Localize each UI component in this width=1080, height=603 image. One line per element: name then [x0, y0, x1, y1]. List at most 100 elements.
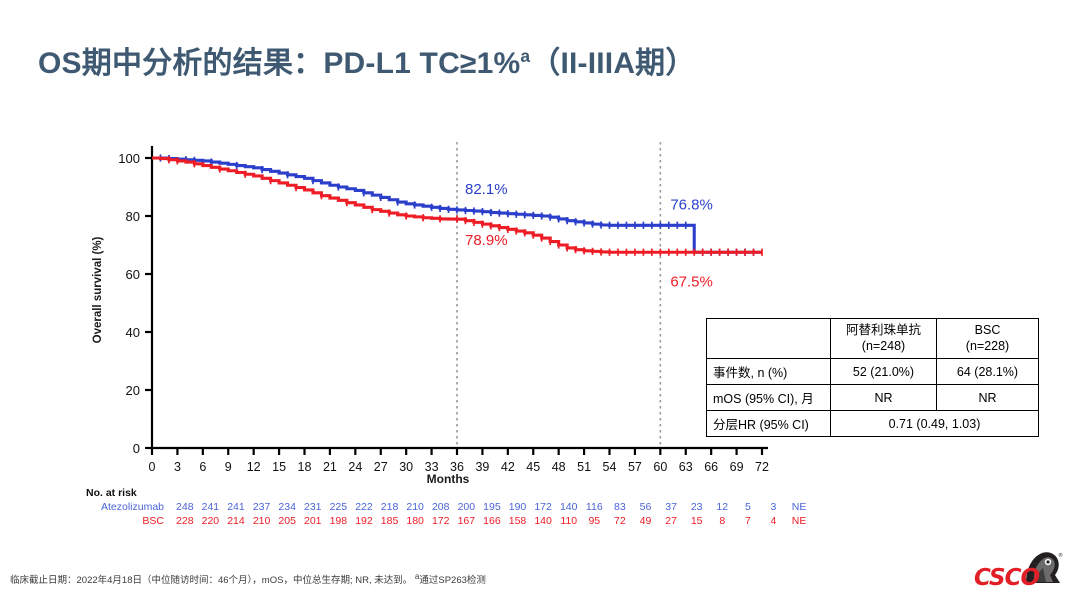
no-at-risk-value: NE	[791, 515, 807, 527]
csco-logo: ® CSCO	[974, 549, 1066, 595]
no-at-risk-value: 180	[406, 515, 424, 527]
summary-row-hr-label: 分层HR (95% CI)	[706, 410, 831, 438]
footnote-text-before: 临床截止日期：2022年4月18日（中位随访时间：46个月），mOS，中位总生存…	[10, 575, 413, 587]
no-at-risk-value: 166	[483, 515, 501, 527]
summary-row-events-label: 事件数, n (%)	[706, 358, 831, 386]
x-tick-label: 12	[247, 460, 261, 474]
csco-logo-mark: ®	[1026, 552, 1063, 583]
summary-table: 阿替利珠单抗 (n=248) BSC (n=228) 事件数, n (%) 52…	[706, 317, 1039, 438]
no-at-risk-value: 7	[744, 515, 751, 527]
y-tick-label: 20	[126, 383, 140, 398]
no-at-risk-value: 140	[559, 501, 578, 513]
footnote-text-after: 通过SP263检测	[419, 575, 486, 587]
no-at-risk-value: 12	[716, 501, 729, 513]
x-tick-label: 0	[149, 460, 156, 474]
no-at-risk-value: 210	[406, 501, 424, 513]
csco-logo-text: CSCO	[974, 565, 1040, 591]
page-title-superscript: a	[520, 46, 531, 66]
x-tick-label: 3	[174, 460, 181, 474]
no-at-risk-value: 4	[770, 515, 777, 527]
no-at-risk-value: 23	[690, 501, 703, 513]
x-tick-label: 66	[704, 460, 718, 474]
no-at-risk-value: 15	[690, 515, 703, 527]
no-at-risk-value: 158	[508, 515, 527, 527]
annotation-76-8pct: 76.8%	[670, 196, 713, 213]
summary-header-atezolizumab-name: 阿替利珠单抗	[845, 323, 921, 337]
y-tick-label: 40	[126, 325, 140, 340]
no-at-risk-value: 241	[227, 501, 245, 513]
no-at-risk-value: 220	[201, 515, 220, 527]
no-at-risk-value: 241	[201, 501, 220, 513]
x-tick-label: 60	[653, 460, 667, 474]
x-tick-label: 6	[199, 460, 206, 474]
no-at-risk-value: 5	[744, 501, 751, 513]
no-at-risk-value: 56	[639, 501, 652, 513]
no-at-risk-value: 140	[534, 515, 552, 527]
y-axis-label: Overall survival (%)	[92, 236, 104, 344]
x-axis-label: Months	[426, 472, 470, 486]
no-at-risk-value: 222	[355, 501, 373, 513]
no-at-risk-value: 110	[560, 515, 578, 527]
page-title-tail: （II-IIIA期）	[530, 47, 696, 80]
no-at-risk-value: 192	[355, 515, 373, 527]
no-at-risk-value: 225	[329, 501, 348, 513]
table-row: 事件数, n (%) 52 (21.0%) 64 (28.1%)	[706, 358, 1039, 386]
no-at-risk-value: 210	[252, 515, 271, 527]
summary-header-atezolizumab: 阿替利珠单抗 (n=248)	[830, 317, 937, 360]
no-at-risk-block: No. at risk Atezolizumab 248 241 241 237 234 2…	[86, 487, 812, 527]
annotation-78-9pct: 78.9%	[465, 232, 508, 249]
no-at-risk-value: 237	[252, 501, 271, 513]
y-tick-label: 100	[118, 151, 140, 166]
footnote-superscript: a	[414, 572, 420, 581]
no-at-risk-value: 200	[457, 501, 476, 513]
no-at-risk-value: 83	[614, 501, 626, 513]
summary-table-body: 事件数, n (%) 52 (21.0%) 64 (28.1%) mOS (95…	[706, 358, 1039, 438]
summary-row-mos-atezolizumab: NR	[830, 384, 937, 412]
no-at-risk-title: No. at risk	[86, 487, 137, 499]
footnote: 临床截止日期：2022年4月18日（中位随访时间：46个月），mOS，中位总生存…	[10, 572, 486, 586]
no-at-risk-row-label: BSC	[142, 515, 164, 527]
x-tick-label: 69	[730, 460, 744, 474]
x-tick-label: 51	[577, 460, 591, 474]
no-at-risk-value: 72	[614, 515, 626, 527]
summary-table-head: 阿替利珠单抗 (n=248) BSC (n=228)	[706, 317, 1039, 360]
x-tick-label: 63	[679, 460, 693, 474]
no-at-risk-value: 231	[304, 501, 322, 513]
x-tick-label: 57	[628, 460, 642, 474]
no-at-risk-value: 214	[227, 515, 245, 527]
table-row: 分层HR (95% CI) 0.71 (0.49, 1.03)	[706, 410, 1039, 438]
y-tick-label: 60	[126, 267, 140, 282]
y-tick-label: 80	[126, 209, 140, 224]
no-at-risk-value: 172	[534, 501, 552, 513]
no-at-risk-value: 185	[380, 515, 399, 527]
x-tick-label: 36	[450, 460, 464, 474]
annotation-67-5pct: 67.5%	[670, 273, 713, 290]
x-tick-label: 48	[552, 460, 566, 474]
no-at-risk-value: 8	[719, 515, 726, 527]
no-at-risk-value: NE	[791, 501, 807, 513]
censor-marks-atezolizumab	[159, 154, 755, 256]
page-title: OS期中分析的结果：PD-L1 TC≥1%a（II-IIIA期）	[38, 38, 696, 82]
no-at-risk-value: 208	[431, 501, 450, 513]
summary-row-mos-label: mOS (95% CI), 月	[706, 384, 831, 412]
x-tick-label: 42	[501, 460, 515, 474]
summary-row-events-atezolizumab: 52 (21.0%)	[830, 358, 937, 386]
no-at-risk-value: 201	[304, 515, 322, 527]
x-tick-label: 24	[348, 460, 362, 474]
x-tick-label: 27	[374, 460, 388, 474]
no-at-risk-table: Atezolizumab 248 241 241 237 234 231 225 222 218 2…	[86, 501, 812, 527]
no-at-risk-row-label: Atezolizumab	[100, 501, 164, 513]
no-at-risk-value: 190	[508, 501, 527, 513]
summary-row-mos-bsc: NR	[936, 384, 1039, 412]
no-at-risk-value: 172	[431, 515, 450, 527]
x-tick-label: 39	[475, 460, 489, 474]
no-at-risk-value: 27	[665, 515, 677, 527]
x-tick-label: 54	[603, 460, 617, 474]
summary-header-atezolizumab-n: (n=248)	[861, 338, 906, 353]
no-at-risk-row: BSC 228 220 214 210 205 201 198 192 185 180 172 167 1…	[86, 515, 812, 527]
summary-row-events-bsc: 64 (28.1%)	[936, 358, 1039, 386]
x-tick-label: 15	[272, 460, 286, 474]
no-at-risk-value: 116	[585, 501, 603, 513]
summary-header-bsc: BSC (n=228)	[936, 317, 1039, 360]
no-at-risk-value: 228	[176, 515, 194, 527]
